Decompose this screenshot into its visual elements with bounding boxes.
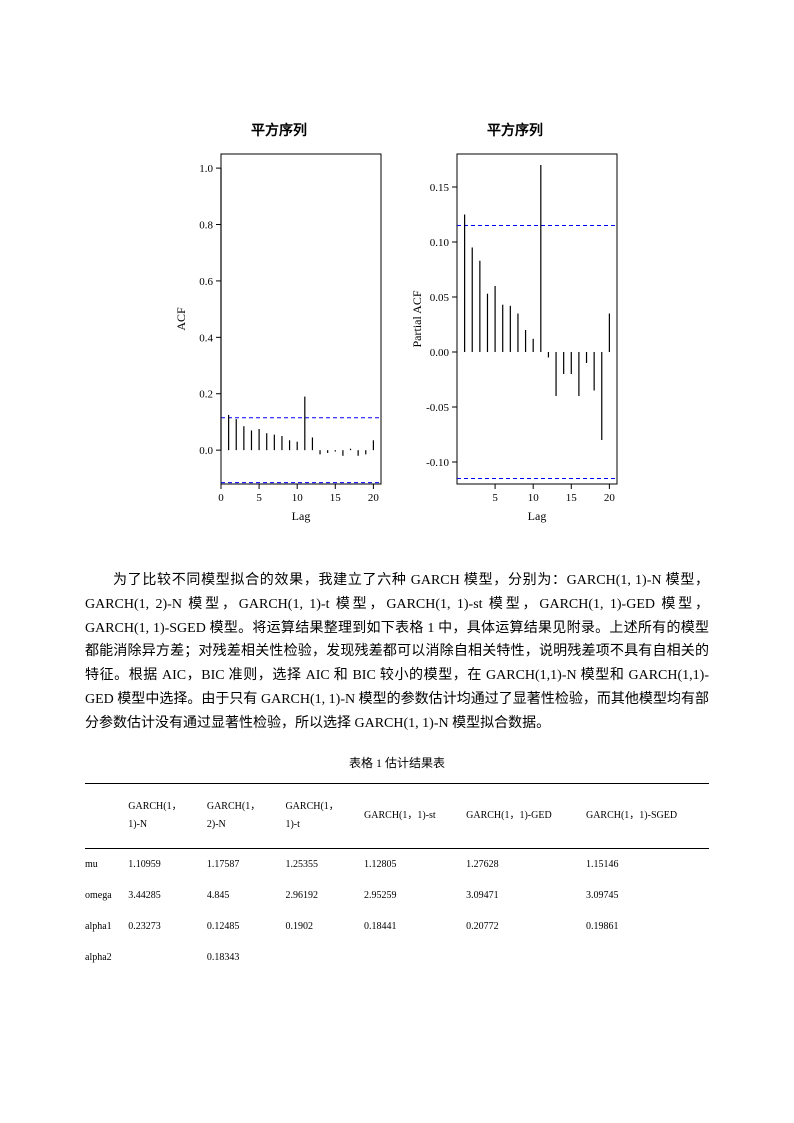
table-col-4: GARCH(1，1)-st bbox=[360, 783, 462, 848]
table-cell: 3.09471 bbox=[462, 880, 582, 911]
acf-chart-block: 平方序列 0 5 10 15 20 0.0 0.2 0.4 0.6 0.8 1.0 Lag ACF bbox=[171, 120, 387, 529]
table-cell bbox=[281, 942, 360, 973]
table-col-6: GARCH(1，1)-SGED bbox=[582, 783, 709, 848]
table-cell: 1.10959 bbox=[124, 848, 203, 880]
svg-text:0.00: 0.00 bbox=[430, 347, 450, 359]
table-cell bbox=[360, 942, 462, 973]
table-cell: 1.17587 bbox=[203, 848, 282, 880]
table-cell: omega bbox=[85, 880, 124, 911]
table-cell: 0.23273 bbox=[124, 911, 203, 942]
table-cell: 4.845 bbox=[203, 880, 282, 911]
pacf-chart-svg: 5 10 15 20 -0.10 -0.05 0.00 0.05 0.10 0.15 Lag Part… bbox=[407, 148, 623, 529]
table-col-2: GARCH(1，2)-N bbox=[203, 783, 282, 848]
svg-text:0.0: 0.0 bbox=[199, 445, 213, 457]
table-cell: 0.18343 bbox=[203, 942, 282, 973]
svg-text:0.6: 0.6 bbox=[199, 276, 213, 288]
svg-text:15: 15 bbox=[330, 492, 342, 504]
svg-text:15: 15 bbox=[566, 492, 578, 504]
table-head-row: GARCH(1，1)-NGARCH(1，2)-NGARCH(1，1)-tGARC… bbox=[85, 783, 709, 848]
svg-text:0.15: 0.15 bbox=[430, 182, 450, 194]
table-body: mu1.109591.175871.253551.128051.276281.1… bbox=[85, 848, 709, 973]
svg-text:20: 20 bbox=[604, 492, 616, 504]
svg-text:0.10: 0.10 bbox=[430, 237, 450, 249]
svg-text:0.4: 0.4 bbox=[199, 332, 213, 344]
table-cell: 0.18441 bbox=[360, 911, 462, 942]
acf-chart-svg: 0 5 10 15 20 0.0 0.2 0.4 0.6 0.8 1.0 Lag ACF bbox=[171, 148, 387, 529]
table-cell bbox=[582, 942, 709, 973]
svg-text:Lag: Lag bbox=[292, 509, 311, 523]
svg-text:0.05: 0.05 bbox=[430, 292, 450, 304]
svg-text:-0.10: -0.10 bbox=[426, 457, 449, 469]
table-cell: 3.09745 bbox=[582, 880, 709, 911]
table-cell bbox=[462, 942, 582, 973]
table-cell: 2.95259 bbox=[360, 880, 462, 911]
charts-container: 平方序列 0 5 10 15 20 0.0 0.2 0.4 0.6 0.8 1.0 Lag ACF 平方… bbox=[0, 0, 794, 559]
table-cell: 1.27628 bbox=[462, 848, 582, 880]
table-cell: 1.12805 bbox=[360, 848, 462, 880]
table-cell: alpha1 bbox=[85, 911, 124, 942]
table-row: mu1.109591.175871.253551.128051.276281.1… bbox=[85, 848, 709, 880]
table-cell: 1.25355 bbox=[281, 848, 360, 880]
svg-text:10: 10 bbox=[528, 492, 540, 504]
results-table: GARCH(1，1)-NGARCH(1，2)-NGARCH(1，1)-tGARC… bbox=[85, 783, 709, 973]
table-cell: 0.20772 bbox=[462, 911, 582, 942]
body-paragraph: 为了比较不同模型拟合的效果，我建立了六种 GARCH 模型，分别为：GARCH(… bbox=[0, 559, 794, 736]
table-col-5: GARCH(1，1)-GED bbox=[462, 783, 582, 848]
table-cell: mu bbox=[85, 848, 124, 880]
svg-text:Partial ACF: Partial ACF bbox=[410, 290, 424, 347]
table-cell: 0.12485 bbox=[203, 911, 282, 942]
svg-text:20: 20 bbox=[368, 492, 380, 504]
table-row: omega3.442854.8452.961922.952593.094713.… bbox=[85, 880, 709, 911]
table-col-0 bbox=[85, 783, 124, 848]
svg-text:-0.05: -0.05 bbox=[426, 402, 449, 414]
table-cell: 3.44285 bbox=[124, 880, 203, 911]
table-caption: 表格 1 估计结果表 bbox=[0, 754, 794, 771]
table-col-3: GARCH(1，1)-t bbox=[281, 783, 360, 848]
table-cell: 0.19861 bbox=[582, 911, 709, 942]
table-cell: alpha2 bbox=[85, 942, 124, 973]
pacf-chart-title: 平方序列 bbox=[487, 120, 543, 140]
table-cell: 2.96192 bbox=[281, 880, 360, 911]
svg-text:5: 5 bbox=[256, 492, 262, 504]
svg-text:0.2: 0.2 bbox=[199, 389, 213, 401]
table-head: GARCH(1，1)-NGARCH(1，2)-NGARCH(1，1)-tGARC… bbox=[85, 783, 709, 848]
acf-chart-title: 平方序列 bbox=[251, 120, 307, 140]
table-cell bbox=[124, 942, 203, 973]
svg-text:0: 0 bbox=[218, 492, 224, 504]
svg-text:Lag: Lag bbox=[528, 509, 547, 523]
svg-text:10: 10 bbox=[292, 492, 304, 504]
pacf-chart-block: 平方序列 5 10 15 20 -0.10 -0.05 0.00 0.05 0.10 0.15 La… bbox=[407, 120, 623, 529]
table-cell: 1.15146 bbox=[582, 848, 709, 880]
paragraph-text: 为了比较不同模型拟合的效果，我建立了六种 GARCH 模型，分别为：GARCH(… bbox=[85, 569, 709, 736]
table-row: alpha2 0.18343 bbox=[85, 942, 709, 973]
table-col-1: GARCH(1，1)-N bbox=[124, 783, 203, 848]
svg-text:1.0: 1.0 bbox=[199, 163, 213, 175]
table-cell: 0.1902 bbox=[281, 911, 360, 942]
svg-text:0.8: 0.8 bbox=[199, 220, 213, 232]
svg-text:5: 5 bbox=[492, 492, 498, 504]
table-row: alpha10.232730.124850.19020.184410.20772… bbox=[85, 911, 709, 942]
svg-text:ACF: ACF bbox=[174, 307, 188, 331]
